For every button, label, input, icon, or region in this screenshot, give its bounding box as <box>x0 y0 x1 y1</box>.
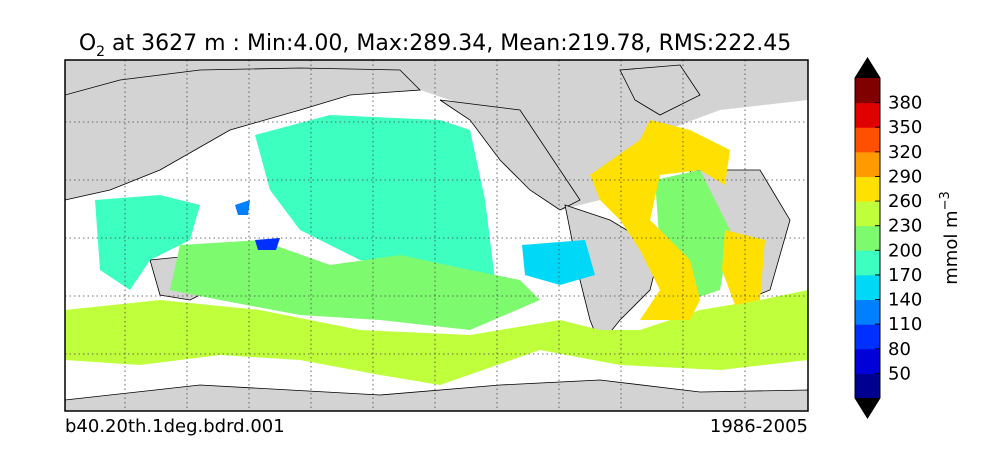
colorbar-segment <box>855 201 880 227</box>
period: 1986-2005 <box>710 416 808 437</box>
title-text: at 3627 m : Min:4.00, Max:289.34, Mean:2… <box>105 31 791 56</box>
figure-title: O2 at 3627 m : Min:4.00, Max:289.34, Mea… <box>79 31 791 60</box>
colorbar: 50 80 110 140 170 200 230 260 290 320 350 380 <box>854 57 922 419</box>
colorbar-segment <box>855 299 880 325</box>
colorbar-segment <box>855 274 880 301</box>
field-260-290 <box>722 230 765 305</box>
field-200-230 <box>170 240 540 330</box>
colorbar-tick-label: 200 <box>888 240 922 261</box>
colorbar-tick-label: 230 <box>888 216 922 237</box>
unit: mmol m <box>941 210 962 284</box>
colorbar-tick-label: 320 <box>888 142 922 163</box>
colorbar-tick-label: 110 <box>888 314 922 335</box>
colorbar-tick-label: 290 <box>888 166 922 187</box>
field-140-170 <box>522 240 595 285</box>
colorbar-over-arrow <box>855 58 880 78</box>
colorbar-tick-label: 140 <box>888 290 922 311</box>
colorbar-segment <box>855 78 880 104</box>
colorbar-tick-label: 350 <box>888 117 922 138</box>
title-subscript: 2 <box>96 44 105 60</box>
colorbar-tick-label: 50 <box>888 363 911 384</box>
field-260-290 <box>590 120 730 320</box>
colorbar-tick-label: 80 <box>888 339 911 360</box>
colorbar-segment <box>855 176 880 202</box>
colorbar-tick-label: 170 <box>888 265 922 286</box>
colorbar-label: mmol m−3 <box>938 191 962 285</box>
colorbar-segment <box>855 348 880 374</box>
field-230-260 <box>65 290 808 385</box>
map <box>64 59 809 412</box>
title-symbol: O <box>79 31 96 56</box>
colorbar-segment <box>855 151 880 177</box>
graticule <box>65 60 808 411</box>
colorbar-tick-label: 380 <box>888 93 922 114</box>
colorbar-outline <box>854 57 881 419</box>
field-170-200 <box>95 195 200 290</box>
map-frame <box>64 59 809 412</box>
colorbar-segment <box>855 324 880 350</box>
colorbar-tick-label: 260 <box>888 191 922 212</box>
colorbar-segment <box>855 225 880 251</box>
colorbar-segment <box>855 373 880 399</box>
concentration-fields <box>65 115 808 385</box>
unit-exponent: −3 <box>938 191 953 210</box>
run-name: b40.20th.1deg.bdrd.001 <box>65 416 285 437</box>
field-80-110 <box>255 238 280 250</box>
colorbar-segment <box>855 102 880 128</box>
field-170-200 <box>255 115 495 280</box>
colorbar-under-arrow <box>855 398 880 418</box>
colorbar-segment <box>855 127 880 153</box>
colorbar-segment <box>855 250 880 276</box>
field-110-140 <box>235 200 250 215</box>
